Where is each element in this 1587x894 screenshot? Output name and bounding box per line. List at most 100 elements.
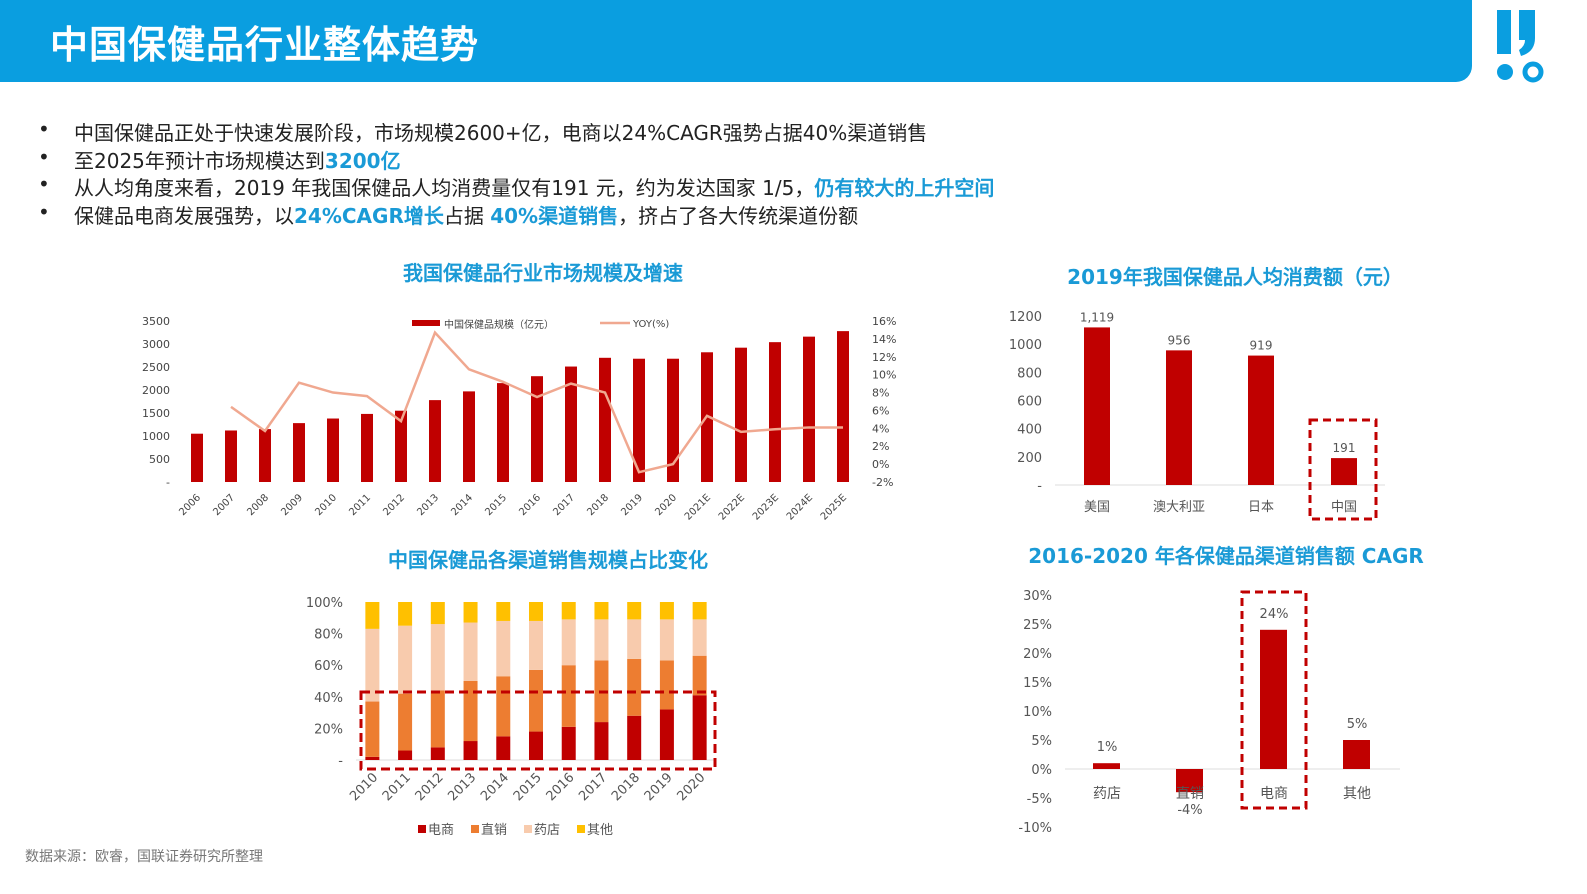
stacked-bar-segment — [365, 701, 380, 757]
x-tick: 2010 — [347, 770, 381, 804]
stacked-bar-segment — [463, 681, 478, 742]
bar — [667, 358, 679, 482]
x-tick: 2020 — [674, 770, 708, 804]
y-tick: 30% — [1023, 589, 1052, 604]
stacked-bar-segment — [365, 602, 380, 629]
x-tick: 2017 — [551, 492, 577, 518]
bar — [1343, 740, 1370, 769]
y-tick-left: 2000 — [142, 384, 170, 397]
stacked-bar-segment — [365, 756, 380, 760]
y-tick: 15% — [1023, 676, 1052, 691]
y-tick-right: 0% — [872, 458, 889, 471]
bar — [395, 410, 407, 482]
stacked-bar-segment — [627, 715, 642, 760]
x-tick: 2011 — [380, 770, 414, 804]
y-tick-right: 14% — [872, 333, 896, 346]
x-tick: 2016 — [544, 770, 578, 804]
stacked-bar-segment — [659, 660, 674, 710]
stacked-bar-segment — [659, 709, 674, 760]
y-tick: 25% — [1023, 618, 1052, 633]
x-tick: 2016 — [517, 492, 543, 518]
legend-label: 其他 — [587, 823, 613, 838]
legend-label: 中国保健品规模（亿元） — [444, 318, 554, 331]
stacked-bar-segment — [430, 690, 445, 748]
x-tick: 2014 — [449, 492, 475, 518]
x-tick: 2024E — [785, 492, 815, 522]
y-tick: 400 — [1017, 423, 1042, 438]
x-tick: 2025E — [819, 492, 849, 522]
chart-title-market-size: 我国保健品行业市场规模及增速 — [403, 261, 683, 285]
stacked-bar-segment — [594, 722, 609, 760]
stacked-bar-segment — [627, 658, 642, 716]
data-label: 191 — [1333, 441, 1356, 455]
y-tick-right: 2% — [872, 440, 889, 453]
y-tick: -10% — [1018, 821, 1052, 836]
chart-title-channel-cagr: 2016-2020 年各保健品渠道销售额 CAGR — [1028, 544, 1424, 568]
text-segment: 占据 — [443, 204, 491, 228]
y-tick: 40% — [314, 691, 343, 706]
x-tick: 2017 — [576, 770, 610, 804]
bar — [225, 430, 237, 482]
bar — [633, 358, 645, 482]
stacked-bar-segment — [692, 619, 707, 656]
x-tick: 2011 — [347, 492, 373, 518]
stacked-bar-segment — [529, 602, 543, 621]
highlight-text: 40%渠道销售 — [490, 204, 619, 228]
page-title: 中国保健品行业整体趋势 — [50, 23, 480, 67]
x-tick: 其他 — [1343, 786, 1371, 802]
x-tick: 2008 — [245, 492, 271, 518]
stacked-bar-segment — [463, 622, 478, 681]
text-segment: 至2025年预计市场规模达到 — [74, 149, 325, 173]
data-label: 1,119 — [1080, 310, 1114, 324]
stacked-bar-segment — [561, 602, 576, 620]
bar — [1176, 769, 1203, 793]
legend-label: 直销 — [481, 823, 507, 838]
bar — [259, 429, 271, 482]
x-tick: 2012 — [413, 770, 447, 804]
x-tick: 2014 — [478, 770, 512, 804]
bar — [1093, 763, 1120, 769]
stacked-bar-segment — [561, 726, 576, 760]
bullet-text: 中国保健品正处于快速发展阶段，市场规模2600+亿，电商以24%CAGR强势占据… — [74, 117, 927, 146]
bar — [1166, 350, 1192, 485]
bar — [531, 376, 543, 482]
highlight-text: 24%CAGR增长 — [294, 204, 444, 228]
stacked-bar-segment — [398, 625, 413, 694]
data-label: 956 — [1168, 333, 1191, 347]
text-segment: 保健品电商发展强势，以 — [74, 204, 294, 228]
stacked-bar-segment — [430, 747, 445, 760]
y-tick-right: 10% — [872, 369, 896, 382]
y-tick-left: 3000 — [142, 338, 170, 351]
x-tick: 2018 — [609, 770, 643, 804]
x-tick: 2022E — [717, 492, 747, 522]
y-tick: - — [338, 754, 343, 769]
y-tick-right: 12% — [872, 351, 896, 364]
stacked-bar-segment — [430, 624, 445, 691]
stacked-bar-segment — [430, 602, 445, 625]
highlight-box — [1240, 590, 1308, 810]
bar — [497, 383, 509, 482]
legend-swatch — [524, 825, 532, 833]
stacked-bar-segment — [692, 602, 707, 620]
y-tick-right: 16% — [872, 315, 896, 328]
data-label: 5% — [1347, 717, 1368, 732]
y-tick-left: 3500 — [142, 315, 170, 328]
bar — [361, 413, 373, 482]
stacked-bar-segment — [561, 619, 576, 666]
stacked-bar-segment — [692, 655, 707, 696]
x-tick: 直销 — [1176, 785, 1204, 802]
y-tick-right: 4% — [872, 422, 889, 435]
y-tick: 1200 — [1009, 310, 1042, 325]
y-tick: 800 — [1017, 366, 1042, 381]
bullet-dot: • — [38, 117, 50, 141]
x-tick: 2021E — [683, 492, 713, 522]
data-label: -4% — [1177, 803, 1202, 818]
bullet-text: 至2025年预计市场规模达到3200亿 — [74, 145, 401, 174]
y-tick: - — [1037, 479, 1042, 494]
highlight-box — [1308, 418, 1378, 521]
bar — [1260, 629, 1287, 769]
x-tick: 2010 — [313, 492, 339, 518]
y-tick-left: 1000 — [142, 430, 170, 443]
